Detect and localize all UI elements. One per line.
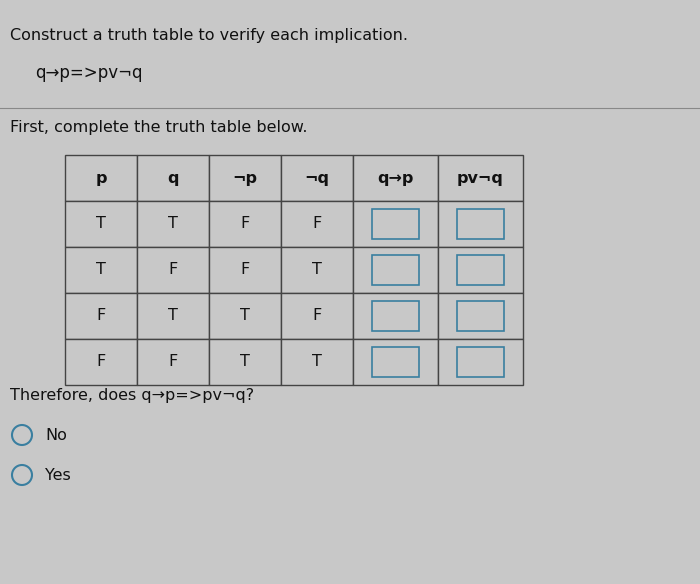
Text: T: T: [312, 354, 322, 370]
Text: Therefore, does q→p=>pv¬q?: Therefore, does q→p=>pv¬q?: [10, 388, 254, 403]
Bar: [281, 293, 353, 339]
Bar: [137, 293, 209, 339]
Bar: [353, 201, 438, 247]
Text: q: q: [167, 171, 178, 186]
Text: Construct a truth table to verify each implication.: Construct a truth table to verify each i…: [10, 28, 408, 43]
Bar: [372, 347, 419, 377]
Bar: [137, 155, 209, 201]
Bar: [137, 339, 209, 385]
Bar: [65, 293, 137, 339]
Text: F: F: [97, 308, 106, 324]
Text: Yes: Yes: [45, 468, 71, 482]
Bar: [438, 293, 523, 339]
Bar: [372, 209, 419, 239]
Text: T: T: [240, 354, 250, 370]
Text: T: T: [168, 308, 178, 324]
Bar: [438, 155, 523, 201]
Bar: [65, 339, 137, 385]
Bar: [353, 339, 438, 385]
Text: pv¬q: pv¬q: [457, 171, 504, 186]
Text: F: F: [240, 262, 250, 277]
Bar: [209, 155, 281, 201]
Text: T: T: [96, 262, 106, 277]
Bar: [456, 347, 504, 377]
Bar: [372, 255, 419, 285]
Text: T: T: [168, 217, 178, 231]
Bar: [456, 209, 504, 239]
Text: T: T: [312, 262, 322, 277]
Bar: [281, 339, 353, 385]
Bar: [65, 201, 137, 247]
Bar: [209, 247, 281, 293]
Text: ¬q: ¬q: [304, 171, 330, 186]
Bar: [281, 201, 353, 247]
Text: ¬p: ¬p: [232, 171, 258, 186]
Text: F: F: [312, 308, 321, 324]
Bar: [65, 155, 137, 201]
Text: F: F: [169, 262, 178, 277]
Bar: [456, 301, 504, 331]
Bar: [209, 293, 281, 339]
Bar: [438, 247, 523, 293]
Circle shape: [12, 425, 32, 445]
Circle shape: [12, 465, 32, 485]
Text: T: T: [240, 308, 250, 324]
Text: q→p=>pv¬q: q→p=>pv¬q: [35, 64, 143, 82]
Bar: [456, 255, 504, 285]
Bar: [209, 339, 281, 385]
Bar: [353, 155, 438, 201]
Text: First, complete the truth table below.: First, complete the truth table below.: [10, 120, 307, 135]
Text: No: No: [45, 427, 67, 443]
Bar: [353, 293, 438, 339]
Bar: [137, 247, 209, 293]
Text: T: T: [96, 217, 106, 231]
Bar: [281, 247, 353, 293]
Text: F: F: [97, 354, 106, 370]
Text: p: p: [95, 171, 106, 186]
Bar: [372, 301, 419, 331]
Bar: [209, 201, 281, 247]
Bar: [353, 247, 438, 293]
Text: q→p: q→p: [377, 171, 414, 186]
Bar: [65, 247, 137, 293]
Bar: [438, 201, 523, 247]
Bar: [438, 339, 523, 385]
Bar: [137, 201, 209, 247]
Text: F: F: [240, 217, 250, 231]
Text: F: F: [312, 217, 321, 231]
Text: F: F: [169, 354, 178, 370]
Bar: [281, 155, 353, 201]
